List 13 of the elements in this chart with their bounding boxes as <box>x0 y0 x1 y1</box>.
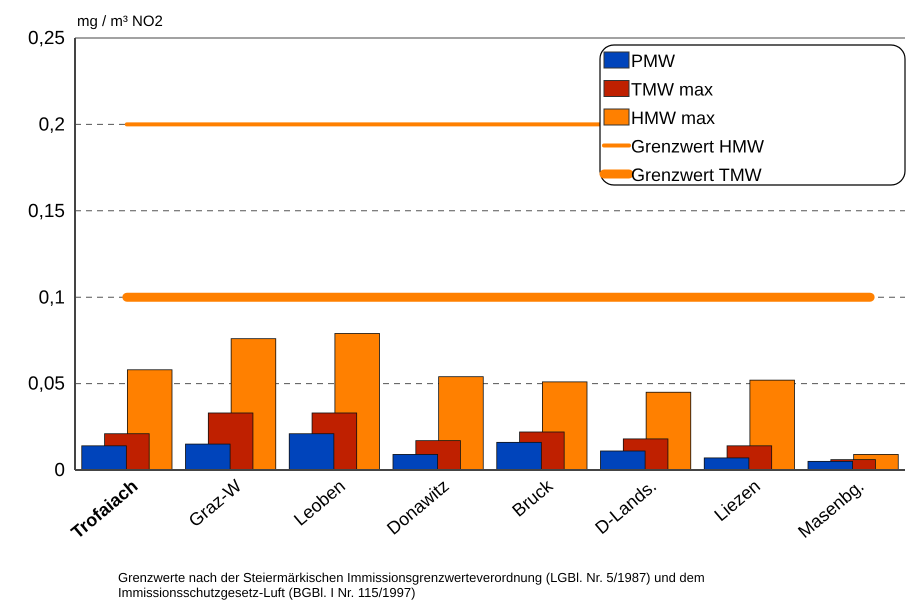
legend-label: PMW <box>631 51 675 71</box>
legend-label: TMW max <box>631 80 713 100</box>
y-tick-label: 0,05 <box>28 374 65 395</box>
y-axis-title: mg / m³ NO2 <box>77 13 163 30</box>
text: Grenzwerte nach der Steiermärkischen Immissionsgrenzwerteverordnung (LGBl. Nr. 5/1987) und dem Immissionsschutzgesetz-Luft (BGBl. I Nr. 115/1997) <box>118 570 705 600</box>
y-tick-label: 0,15 <box>28 200 65 222</box>
y-tick-label: 0,25 <box>28 28 65 50</box>
legend-label: HMW max <box>631 108 715 128</box>
y-tick-label: 0,2 <box>38 114 65 136</box>
y-tick-label: 0,1 <box>38 287 65 308</box>
y-tick-label: 0 <box>54 460 65 482</box>
legend-label: Grenzwert HMW <box>631 136 764 156</box>
legend-label: Grenzwert TMW <box>631 165 762 185</box>
